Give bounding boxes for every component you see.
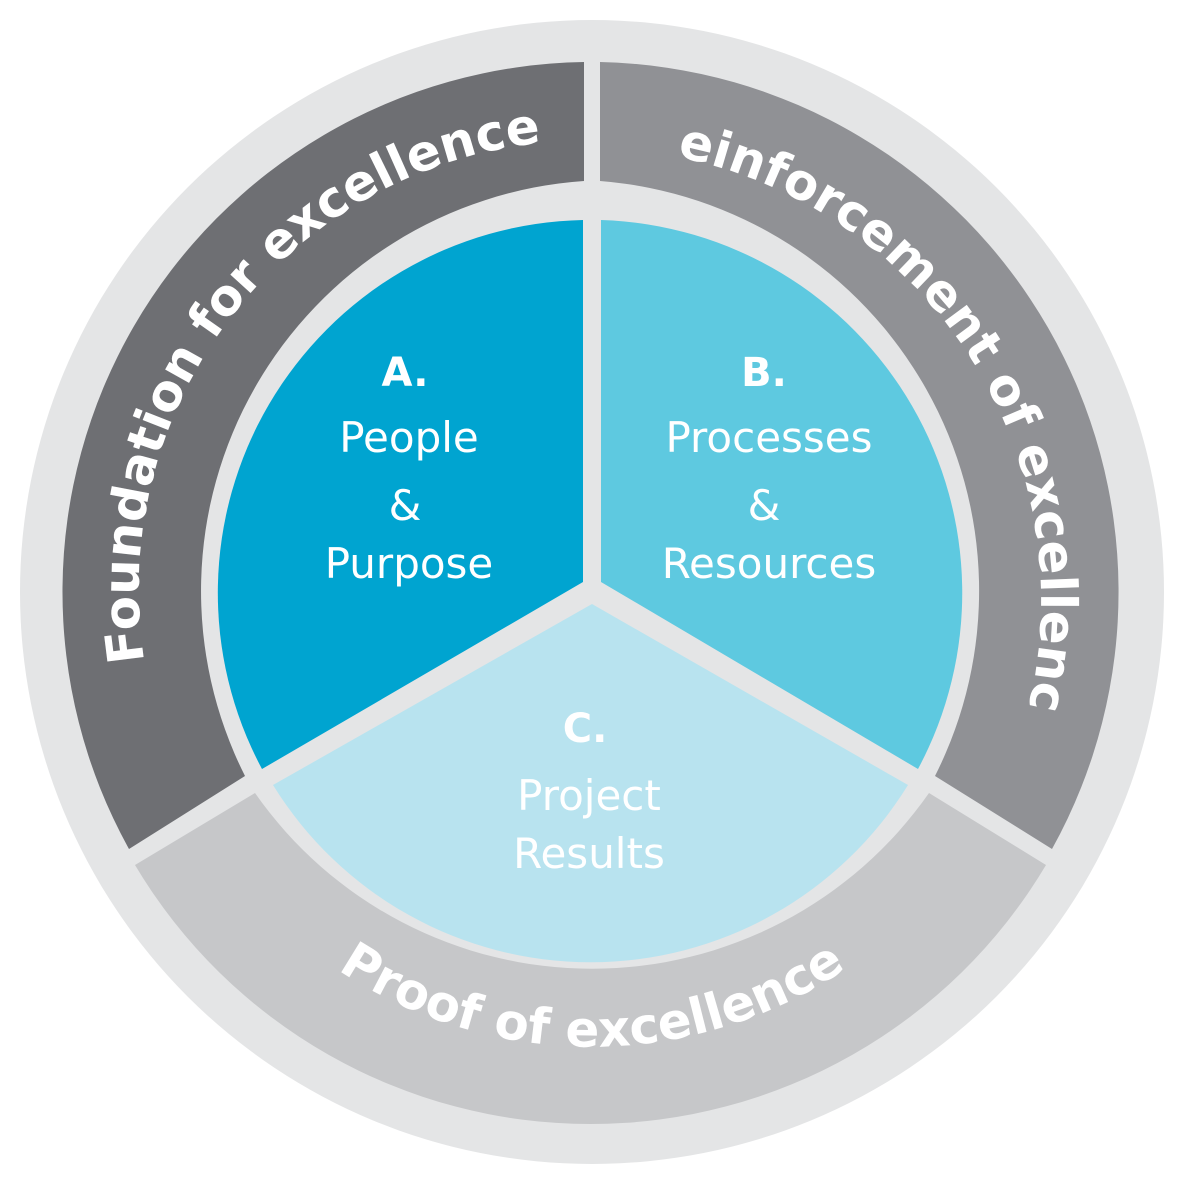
segment-a-letter: A. — [382, 350, 429, 396]
inner-segment-a — [217, 220, 584, 769]
ring-segment-foundation — [62, 62, 584, 849]
segment-b-line2: Resources — [662, 539, 877, 588]
segment-b-ampersand: & — [748, 481, 781, 530]
ring-segment-reinforcement — [600, 62, 1119, 849]
segment-a-ampersand: & — [389, 481, 422, 530]
ring-segment-proof — [135, 793, 1046, 1125]
segment-c-letter: C. — [563, 706, 608, 752]
segment-a-line2: Purpose — [325, 539, 494, 588]
segment-b-letter: B. — [741, 350, 787, 396]
segment-c-line1: Project — [517, 771, 661, 820]
segment-c-line2: Results — [513, 829, 665, 878]
inner-segment-b — [601, 220, 963, 769]
segment-a-line1: People — [339, 413, 479, 462]
inner-segment-c — [273, 604, 908, 963]
segment-b-line1: Processes — [665, 413, 872, 462]
